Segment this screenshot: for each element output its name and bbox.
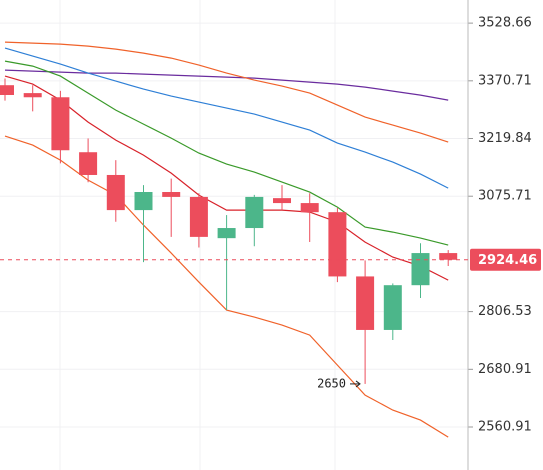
y-tick-label: 3075.71 (478, 189, 532, 204)
annotation-label: 2650 (317, 376, 346, 390)
annotation-arrowhead (355, 380, 361, 388)
candle-body (273, 198, 291, 204)
ma-line (4, 41, 449, 143)
last-price-box (470, 248, 541, 271)
candle-body (300, 203, 319, 213)
candle-body (328, 212, 347, 277)
candle-body (134, 192, 153, 211)
ma-line (4, 135, 449, 438)
candle-body (217, 228, 236, 239)
plot-area (0, 41, 458, 438)
ma-line (4, 60, 449, 246)
ma-line (4, 47, 449, 189)
y-tick-label: 2806.53 (478, 304, 532, 319)
y-tick-label: 3370.71 (478, 73, 532, 88)
y-tick-label: 2680.91 (478, 362, 532, 377)
candle-body (51, 97, 70, 151)
candle-body (79, 152, 98, 175)
candle-body (356, 276, 375, 330)
last-price-label: 2924.46 (478, 253, 537, 268)
candle-body (411, 253, 430, 286)
y-tick-label: 2560.91 (478, 420, 532, 435)
candle-body (106, 174, 125, 211)
candle-body (245, 196, 264, 229)
candle-body (23, 93, 42, 98)
ma-line (4, 75, 449, 281)
candle-body (439, 253, 458, 260)
candle-body (383, 285, 402, 330)
candle-body (0, 85, 14, 95)
candle-body (189, 196, 208, 237)
candle-body (162, 192, 181, 197)
y-tick-label: 3219.84 (478, 131, 532, 146)
y-tick-label: 3528.66 (478, 16, 532, 31)
ma-line (4, 69, 449, 101)
